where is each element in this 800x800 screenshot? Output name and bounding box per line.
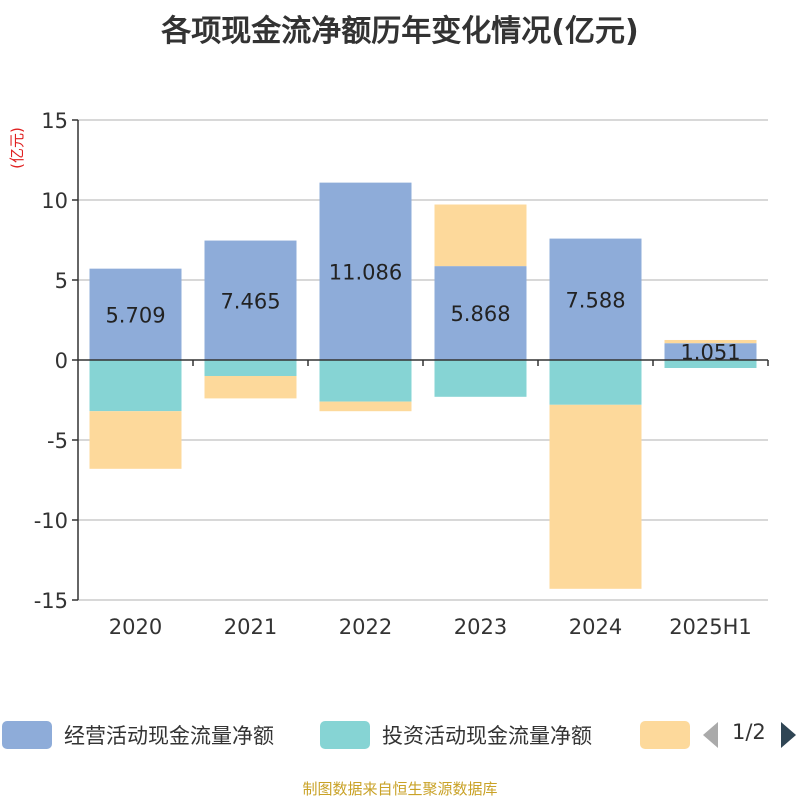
bar-series-2-2024[interactable] bbox=[549, 404, 642, 589]
bar-series-1-2023[interactable] bbox=[434, 360, 527, 397]
prev-page-icon[interactable] bbox=[700, 720, 722, 750]
bar-series-2-2021[interactable] bbox=[204, 376, 297, 399]
grid-lines bbox=[78, 119, 768, 601]
legend-swatch-investing bbox=[320, 721, 370, 749]
y-tick-label: 0 bbox=[55, 349, 68, 373]
data-label-2021: 7.465 bbox=[220, 289, 280, 313]
bar-series-0-2024[interactable] bbox=[549, 238, 642, 360]
legend-swatch-financing bbox=[640, 721, 690, 749]
bar-series-0-2020[interactable] bbox=[89, 268, 182, 360]
x-tick-label: 2022 bbox=[339, 615, 392, 639]
bar-series-2-2020[interactable] bbox=[89, 411, 182, 469]
y-tick-label: 5 bbox=[55, 269, 68, 293]
legend-swatch-operating bbox=[2, 721, 52, 749]
bar-series-0-2021[interactable] bbox=[204, 240, 297, 360]
y-tick-label: 10 bbox=[41, 189, 68, 213]
legend-label-investing: 投资活动现金流量净额 bbox=[382, 724, 592, 748]
bar-series-1-2025H1[interactable] bbox=[664, 360, 757, 368]
bar-series-1-2020[interactable] bbox=[89, 360, 182, 412]
y-tick-label: -15 bbox=[34, 589, 68, 613]
bar-series-1-2022[interactable] bbox=[319, 360, 412, 402]
data-label-2025H1: 1.051 bbox=[680, 341, 740, 365]
legend-item-financing[interactable] bbox=[640, 720, 690, 750]
bar-series-0-2025H1[interactable] bbox=[664, 343, 757, 360]
bar-series-2-2025H1[interactable] bbox=[664, 339, 757, 344]
bar-series-1-2021[interactable] bbox=[204, 360, 297, 376]
axes: 15 10 5 0 -5 -10 -15 2020 2021 2022 2023 2024 2025H1 bbox=[34, 109, 769, 639]
y-tick-label: -10 bbox=[34, 509, 68, 533]
bar-series-2-2023[interactable] bbox=[434, 204, 527, 267]
data-label-2022: 11.086 bbox=[329, 260, 402, 284]
y-tick-label: 15 bbox=[41, 109, 68, 133]
legend: 经营活动现金流量净额 投资活动现金流量净额 bbox=[0, 716, 800, 756]
bars bbox=[89, 182, 757, 589]
data-labels: 5.709 7.465 11.086 5.868 7.588 1.051 bbox=[105, 260, 740, 364]
legend-item-investing[interactable]: 投资活动现金流量净额 bbox=[320, 720, 592, 750]
x-tick-label: 2025H1 bbox=[669, 615, 752, 639]
x-tick-label: 2020 bbox=[109, 615, 162, 639]
x-tick-label: 2021 bbox=[224, 615, 277, 639]
y-tick-label: -5 bbox=[47, 429, 68, 453]
x-tick-label: 2024 bbox=[569, 615, 622, 639]
data-label-2023: 5.868 bbox=[450, 302, 510, 326]
data-label-2024: 7.588 bbox=[565, 288, 625, 312]
chart-title: 各项现金流净额历年变化情况(亿元) bbox=[161, 14, 639, 49]
legend-page-indicator: 1/2 bbox=[732, 720, 766, 744]
chart-canvas: 15 10 5 0 -5 -10 -15 2020 2021 2022 2023 2024 2025H1… bbox=[8, 109, 769, 639]
bar-series-2-2022[interactable] bbox=[319, 401, 412, 412]
x-tick-label: 2023 bbox=[454, 615, 507, 639]
bar-series-0-2023[interactable] bbox=[434, 266, 527, 360]
data-label-2020: 5.709 bbox=[105, 303, 165, 327]
bar-series-1-2024[interactable] bbox=[549, 360, 642, 405]
legend-item-operating[interactable]: 经营活动现金流量净额 bbox=[2, 720, 274, 750]
data-source-note: 制图数据来自恒生聚源数据库 bbox=[302, 780, 498, 798]
legend-label-operating: 经营活动现金流量净额 bbox=[64, 724, 274, 748]
y-axis-label: (亿元) bbox=[8, 127, 26, 169]
bar-series-0-2022[interactable] bbox=[319, 182, 412, 360]
next-page-icon[interactable] bbox=[778, 720, 800, 750]
